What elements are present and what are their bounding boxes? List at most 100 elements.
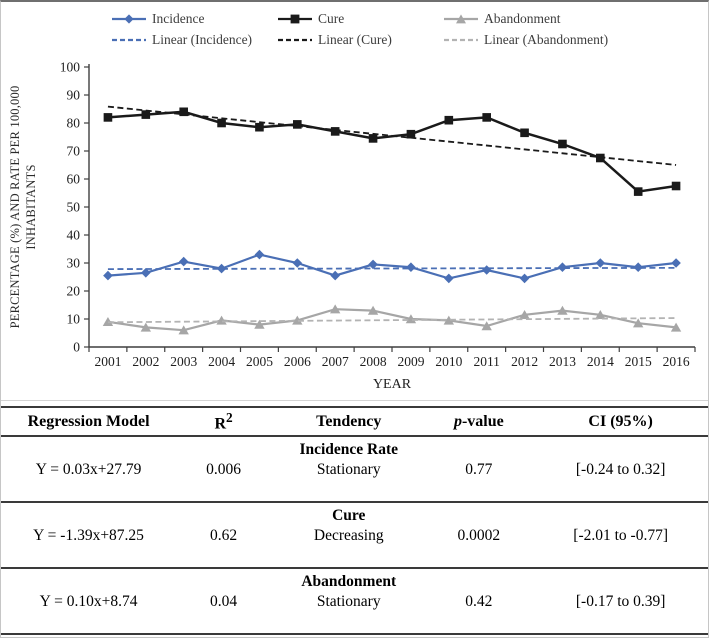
- triangle-marker: [292, 315, 303, 325]
- square-marker: [179, 107, 188, 117]
- p-value-cell: 0.77: [465, 461, 493, 479]
- x-tick-label: 2016: [663, 354, 690, 369]
- x-tick-label: 2006: [284, 354, 311, 369]
- empty-cell: [531, 502, 708, 526]
- column-header: CI (95%): [588, 412, 653, 430]
- series-cure: [103, 107, 681, 196]
- empty-cell: [426, 568, 531, 592]
- series-linear-abandonment: [107, 317, 677, 324]
- series-incidence: [103, 249, 681, 284]
- tendency-cell: Stationary: [316, 461, 381, 479]
- square-marker: [633, 187, 643, 196]
- diamond-marker: [595, 258, 606, 268]
- model-cell: Y = 0.10x+8.74: [39, 593, 138, 611]
- square-marker: [482, 113, 491, 122]
- square-marker: [103, 113, 113, 122]
- diamond-marker: [671, 258, 681, 268]
- triangle-marker: [557, 305, 568, 315]
- triangle-marker: [595, 310, 606, 319]
- square-marker: [444, 115, 454, 125]
- square-marker: [406, 129, 416, 139]
- diamond-marker: [444, 273, 454, 284]
- x-tick-label: 2008: [360, 354, 387, 369]
- series-linear-cure: [107, 105, 677, 166]
- ci-cell: [-0.17 to 0.39]: [575, 593, 666, 611]
- empty-cell: [1, 502, 176, 526]
- y-tick-label: 10: [67, 312, 81, 327]
- section-title: Abandonment: [301, 573, 397, 591]
- square-marker: [141, 110, 151, 119]
- square-marker: [671, 181, 681, 191]
- triangle-marker: [178, 325, 189, 335]
- legend-label: Incidence: [152, 11, 205, 26]
- empty-cell: [176, 568, 271, 592]
- diamond-marker: [254, 249, 265, 260]
- diamond-marker: [292, 258, 303, 268]
- ci-cell: [-2.01 to -0.77]: [573, 527, 668, 545]
- legend-label: Cure: [318, 11, 345, 26]
- section-title-row: Incidence Rate: [1, 436, 708, 460]
- diamond-marker: [368, 259, 378, 270]
- triangle-line-icon: [444, 14, 478, 24]
- table-row: Y = 0.03x+27.79 0.006 Stationary 0.77 [-0.24…: [1, 460, 708, 480]
- ci-cell: [-0.24 to 0.32]: [575, 461, 666, 479]
- spacer-row: [1, 480, 708, 502]
- model-cell: Y = -1.39x+87.25: [33, 527, 144, 545]
- triangle-marker: [405, 314, 417, 324]
- r2-cell: 0.62: [210, 527, 238, 545]
- diamond-marker: [178, 256, 189, 267]
- table-row: Y = 0.10x+8.74 0.04 Stationary 0.42 [-0.17 t…: [1, 592, 708, 612]
- diamond-marker: [406, 262, 416, 272]
- y-tick-label: 50: [67, 200, 81, 215]
- x-tick-label: 2005: [246, 354, 273, 369]
- column-header: R2: [214, 410, 233, 433]
- column-header: p-value: [453, 412, 504, 430]
- y-tick-label: 30: [67, 256, 81, 271]
- triangle-marker: [481, 321, 492, 331]
- dashed-line-icon: [112, 38, 146, 42]
- x-tick-label: 2004: [208, 354, 235, 369]
- triangle-marker: [519, 310, 530, 319]
- x-tick-label: 2003: [170, 354, 197, 369]
- diamond-marker: [633, 262, 643, 272]
- square-line-icon: [278, 14, 312, 24]
- legend-item-linear-abandonment: Linear (Abandonment): [443, 32, 693, 48]
- y-tick-label: 40: [67, 228, 81, 243]
- empty-cell: [426, 436, 531, 460]
- section-title-row: Abandonment: [1, 568, 708, 592]
- diamond-marker: [103, 270, 113, 281]
- empty-cell: [531, 436, 708, 460]
- empty-cell: [1, 612, 708, 634]
- legend-item-abandonment: Abandonment: [443, 11, 693, 27]
- empty-cell: [531, 568, 708, 592]
- triangle-marker: [140, 322, 152, 332]
- table-section-abandonment: Abandonment Y = 0.10x+8.74 0.04 Stationary 0…: [1, 568, 708, 635]
- triangle-marker: [216, 315, 227, 325]
- diamond-marker: [141, 268, 151, 278]
- empty-cell: [176, 436, 271, 460]
- tendency-cell: Decreasing: [313, 527, 384, 545]
- section-title: Incidence Rate: [299, 441, 399, 459]
- p-value-cell: 0.0002: [457, 527, 501, 545]
- table-row: Y = -1.39x+87.25 0.62 Decreasing 0.0002 [-2.…: [1, 526, 708, 546]
- trend-line: [107, 105, 677, 166]
- square-marker: [255, 122, 264, 132]
- tendency-cell: Stationary: [316, 593, 381, 611]
- table-header-row: Regression Model R2 Tendency p-value CI (95%…: [1, 407, 708, 437]
- spacer-row: [1, 546, 708, 568]
- triangle-marker: [632, 318, 644, 328]
- series-line: [107, 253, 677, 280]
- trend-line: [107, 317, 677, 324]
- x-tick-label: 2014: [587, 354, 614, 369]
- x-tick-label: 2007: [322, 354, 349, 369]
- square-marker: [293, 120, 302, 129]
- chart-panel: Incidence Cure Abandonment Linear (Incidenc…: [1, 2, 708, 401]
- spacer-row: [1, 612, 708, 634]
- x-tick-label: 2010: [435, 354, 462, 369]
- legend-item-cure: Cure: [277, 11, 443, 27]
- section-title: Cure: [332, 507, 366, 525]
- diamond-marker: [481, 265, 492, 275]
- empty-cell: [1, 436, 176, 460]
- y-axis-title: PERCENTAGE (%) AND RATE PER 100,000 INHAB…: [8, 86, 38, 329]
- y-tick-label: 20: [67, 284, 81, 299]
